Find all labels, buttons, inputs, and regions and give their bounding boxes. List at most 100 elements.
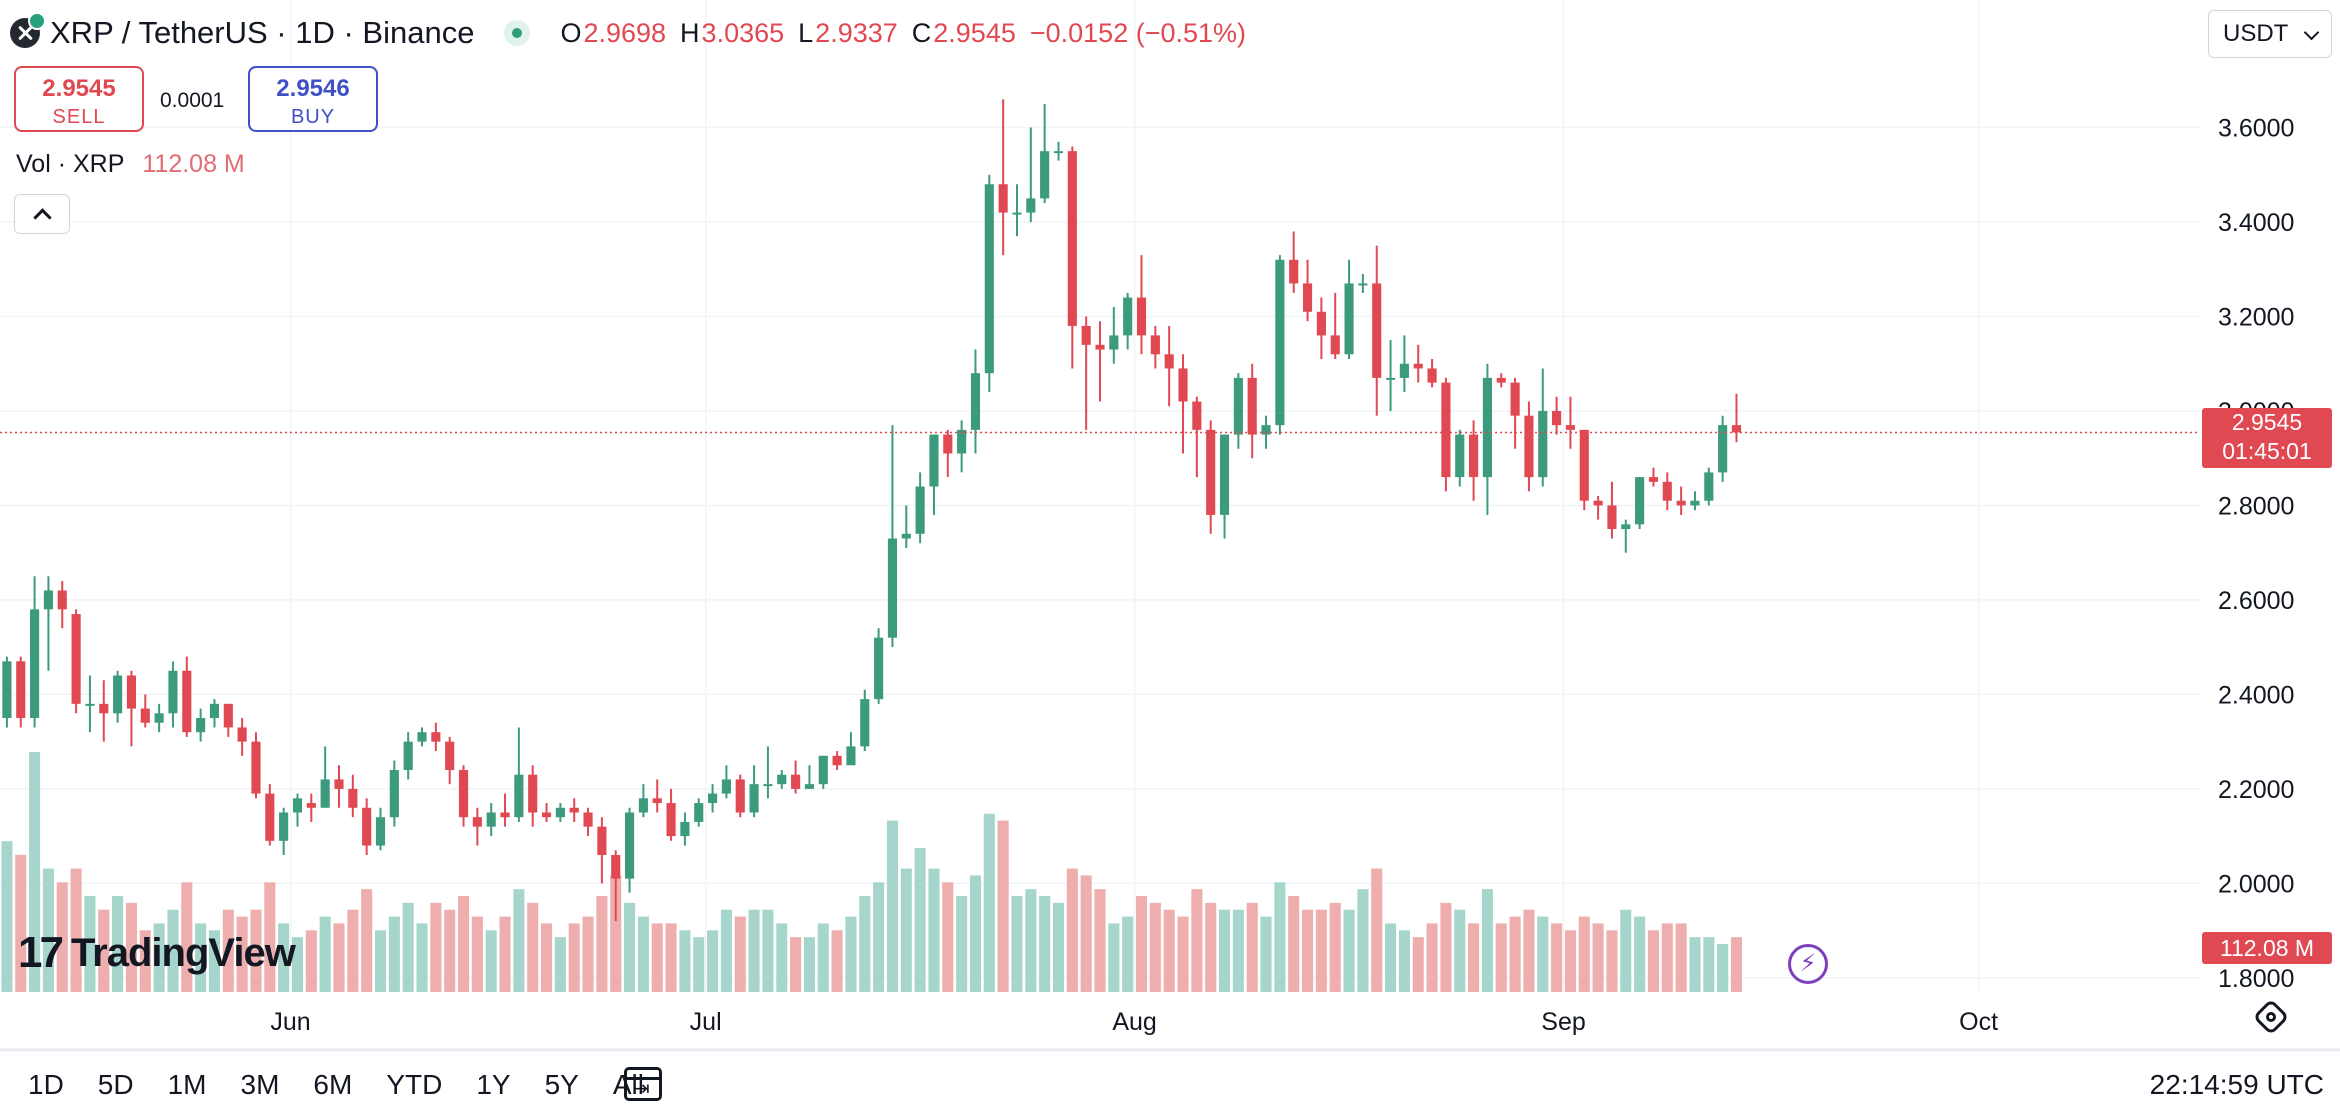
volume-bar <box>181 882 193 992</box>
range-ytd[interactable]: YTD <box>386 1069 443 1100</box>
candle-body <box>1704 472 1714 501</box>
volume-bar <box>679 930 691 992</box>
y-tick-label: 2.4000 <box>2218 681 2294 709</box>
candle-body <box>1482 377 1492 478</box>
volume-bar <box>803 937 815 992</box>
candle-body <box>182 670 192 733</box>
candle-body <box>209 703 220 719</box>
volume-bar <box>1218 909 1231 992</box>
volume-bar <box>1011 896 1023 992</box>
candle-body <box>168 670 178 714</box>
range-1y[interactable]: 1Y <box>476 1069 511 1100</box>
volume-bar <box>430 902 442 992</box>
candle-body <box>348 788 358 808</box>
candle-body <box>708 793 718 804</box>
range-3m[interactable]: 3M <box>240 1069 280 1100</box>
chevron-down-icon <box>2303 24 2320 41</box>
candle-body <box>1718 425 1728 473</box>
candle-body <box>901 533 911 539</box>
candle-body <box>16 661 26 719</box>
ohlc-values: O2.9698 H3.0365 L2.9337 C2.9545 −0.0152 … <box>560 18 1246 49</box>
volume-bar <box>1260 916 1272 992</box>
candle-body <box>887 538 898 638</box>
candle-body <box>196 718 206 733</box>
volume-bar <box>42 868 54 992</box>
volume-bar <box>1703 937 1715 992</box>
candle-body <box>403 741 413 770</box>
volume-bar <box>333 923 345 992</box>
candle-body <box>1192 401 1202 430</box>
sell-button[interactable]: 2.9545 SELL <box>14 66 144 132</box>
candle-body <box>306 803 316 808</box>
candle-body <box>721 779 731 794</box>
candle-body <box>957 429 967 454</box>
candle-body <box>389 769 399 818</box>
lightning-icon[interactable]: ⚡ <box>1788 944 1828 984</box>
volume-bar <box>1551 923 1563 992</box>
sell-label: SELL <box>52 106 106 128</box>
volume-bar <box>790 937 802 992</box>
candle-body <box>1565 425 1576 430</box>
volume-bar <box>305 930 317 992</box>
candle-body <box>860 699 870 747</box>
low-label: L <box>798 17 814 48</box>
volume-bar <box>1 841 13 992</box>
candle-body <box>874 637 884 700</box>
y-tick-label: 2.0000 <box>2218 870 2294 898</box>
volume-bar <box>900 868 912 992</box>
candle-body <box>541 812 552 818</box>
candle-body <box>486 812 496 827</box>
volume-bars <box>1 752 1743 992</box>
range-1m[interactable]: 1M <box>167 1069 207 1100</box>
status-dot-icon[interactable] <box>504 20 531 46</box>
volume-bar <box>748 909 760 992</box>
candle-body <box>1316 311 1326 336</box>
candle-body <box>1427 368 1437 383</box>
candle-body <box>500 812 510 818</box>
volume-bar <box>1675 923 1687 992</box>
volume-bar <box>222 909 234 992</box>
volume-bar <box>886 820 898 992</box>
candle-body <box>1150 335 1160 355</box>
volume-bar <box>457 896 470 992</box>
clock[interactable]: 22:14:59 UTC <box>2149 1069 2324 1100</box>
x-tick-label: Jul <box>690 1008 722 1036</box>
buy-button[interactable]: 2.9546 BUY <box>248 66 378 132</box>
range-1d[interactable]: 1D <box>28 1069 64 1100</box>
collapse-legend-button[interactable] <box>14 194 70 234</box>
volume-bar <box>541 923 553 992</box>
volume-bar <box>1440 902 1452 992</box>
time-axis[interactable]: Jun Jul Aug Sep Oct <box>0 1008 2340 1050</box>
candle-body <box>223 703 233 728</box>
volume-bar <box>1094 889 1106 992</box>
candle-body <box>1552 410 1562 426</box>
volume-bar <box>84 896 96 992</box>
volume-bar <box>1177 916 1189 992</box>
volume-legend-label: Vol · XRP <box>16 150 125 178</box>
price-axis[interactable]: 3.60003.40003.20003.00002.80002.60002.40… <box>2218 115 2294 993</box>
range-5y[interactable]: 5Y <box>544 1069 579 1100</box>
calendar-goto-icon[interactable] <box>624 1067 662 1101</box>
volume-bar <box>1371 868 1383 992</box>
chart-header: XRP / TetherUS · 1D · Binance O2.9698 H3… <box>10 10 1246 56</box>
symbol-title[interactable]: XRP / TetherUS · 1D · Binance <box>50 15 475 50</box>
volume-bar <box>499 916 511 992</box>
tradingview-logo[interactable]: 17 TradingView <box>18 928 296 978</box>
volume-bar <box>471 916 483 992</box>
candle-body <box>1136 297 1147 336</box>
volume-bar <box>125 902 137 992</box>
candles <box>2 99 1742 922</box>
candle-body <box>514 774 524 818</box>
currency-select[interactable]: USDT <box>2208 10 2332 58</box>
volume-bar <box>361 889 373 992</box>
range-6m[interactable]: 6M <box>313 1069 353 1100</box>
volume-bar <box>693 937 705 992</box>
volume-legend[interactable]: Vol · XRP 112.08 M <box>16 150 245 179</box>
range-5d[interactable]: 5D <box>97 1069 134 1100</box>
candle-body <box>1731 425 1742 433</box>
y-tick-label: 2.8000 <box>2218 492 2294 520</box>
candle-body <box>1662 481 1672 501</box>
volume-bar <box>873 882 885 992</box>
candle-body <box>251 741 261 794</box>
